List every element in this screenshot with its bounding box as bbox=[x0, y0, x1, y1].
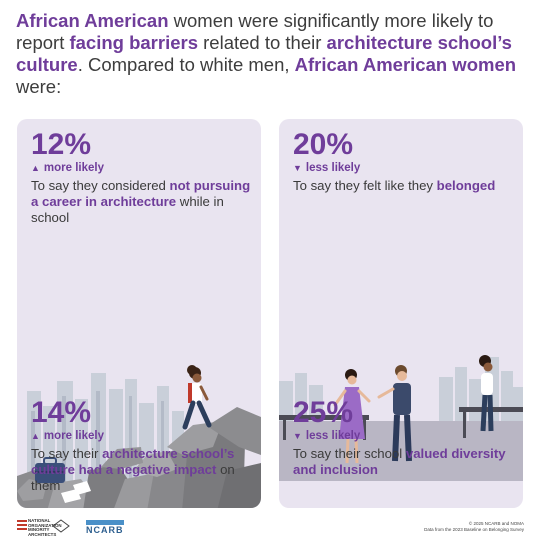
papers-icon bbox=[61, 481, 91, 503]
stat-value: 14% bbox=[31, 396, 92, 429]
headline-text-3: . Compared to white men, bbox=[77, 54, 295, 75]
stat-card-belonged: 20% ▼ less likely To say they felt like t… bbox=[293, 129, 517, 194]
stat-description: To say their school valued diversity and… bbox=[293, 446, 517, 478]
desc-em: architecture school’s culture had a nega… bbox=[31, 446, 235, 477]
desc-pre: To say their school bbox=[293, 446, 406, 461]
footnote: © 2025 NCARB and NOMA Data from the 2023… bbox=[384, 521, 524, 533]
desc-post: on them bbox=[31, 462, 235, 493]
headline-text-1: women were significantly more likely to … bbox=[16, 10, 494, 53]
stat-direction: ▼ less likely bbox=[293, 430, 517, 442]
panel-right: 20% ▼ less likely To say they felt like t… bbox=[279, 119, 523, 508]
stat-direction-label: more likely bbox=[43, 162, 105, 174]
isolated-person-icon bbox=[479, 355, 494, 432]
headline-em-2: facing barriers bbox=[69, 32, 198, 53]
headline-em-3: architecture school’s culture bbox=[16, 32, 512, 75]
noma-line: ORGANIZATION bbox=[28, 522, 62, 528]
noma-line: NATIONAL bbox=[28, 518, 51, 523]
down-triangle-icon: ▼ bbox=[293, 163, 302, 173]
rubble-icon bbox=[17, 407, 261, 508]
panel-left: 12% ▲ more likely To say they considered … bbox=[17, 119, 261, 508]
stat-description: To say they considered not pursuing a ca… bbox=[31, 178, 255, 226]
up-triangle-icon: ▲ bbox=[31, 163, 40, 173]
city-rubble-illustration bbox=[17, 365, 261, 508]
standing-woman-icon bbox=[333, 369, 371, 464]
floor bbox=[279, 421, 523, 481]
ncarb-logo: NCARB bbox=[86, 520, 124, 538]
studio-scene-illustration bbox=[279, 355, 523, 481]
noma-line: ARCHITECTS bbox=[28, 531, 57, 537]
desc-em: belonged bbox=[436, 178, 496, 193]
desc-pre: To say they felt like they bbox=[293, 178, 437, 193]
stat-value: 12% bbox=[31, 128, 92, 161]
desc-em: valued diversity and inclusion bbox=[293, 446, 506, 477]
stat-direction: ▲ more likely bbox=[31, 162, 255, 174]
desc-em: not pursuing a career in architecture bbox=[31, 178, 251, 209]
stat-direction-label: more likely bbox=[43, 430, 105, 442]
stat-description: To say their architecture school’s cultu… bbox=[31, 446, 255, 494]
stat-card-valued-diversity: 25% ▼ less likely To say their school val… bbox=[293, 397, 517, 478]
stat-direction-label: less likely bbox=[305, 162, 361, 174]
stat-value: 20% bbox=[293, 128, 354, 161]
headline-text-4: were: bbox=[16, 76, 62, 97]
ncarb-bar bbox=[86, 520, 124, 525]
stat-value: 25% bbox=[293, 396, 354, 429]
stat-direction: ▼ less likely bbox=[293, 162, 517, 174]
copyright: © 2025 NCARB and NOMA bbox=[468, 521, 524, 526]
desc-pre: To say their bbox=[31, 446, 103, 461]
headline-em-4: African American women bbox=[294, 54, 517, 75]
noma-line: MINORITY bbox=[28, 527, 50, 533]
down-triangle-icon: ▼ bbox=[293, 431, 302, 441]
desc-post: while in school bbox=[31, 194, 224, 225]
briefcase-icon bbox=[35, 457, 65, 483]
source-note: Data from the 2023 Baseline on Belonging… bbox=[424, 527, 524, 532]
headline-em-1: African American bbox=[16, 10, 169, 31]
headline: African American women were significantl… bbox=[16, 10, 526, 98]
walking-person-icon bbox=[182, 365, 212, 430]
stat-direction: ▲ more likely bbox=[31, 430, 255, 442]
standing-man-icon bbox=[377, 365, 412, 462]
stat-direction-label: less likely bbox=[305, 430, 361, 442]
stat-card-considered-leaving: 12% ▲ more likely To say they considered … bbox=[31, 129, 255, 226]
ncarb-text: NCARB bbox=[86, 525, 124, 535]
noma-logo: NATIONAL ORGANIZATION MINORITY ARCHITECT… bbox=[17, 516, 73, 536]
up-triangle-icon: ▲ bbox=[31, 431, 40, 441]
desc-pre: To say they considered bbox=[31, 178, 170, 193]
headline-text-2: related to their bbox=[198, 32, 327, 53]
noma-mark-icon bbox=[17, 519, 70, 533]
stat-description: To say they felt like they belonged bbox=[293, 178, 517, 194]
stat-card-negative-culture: 14% ▲ more likely To say their architectu… bbox=[31, 397, 255, 494]
